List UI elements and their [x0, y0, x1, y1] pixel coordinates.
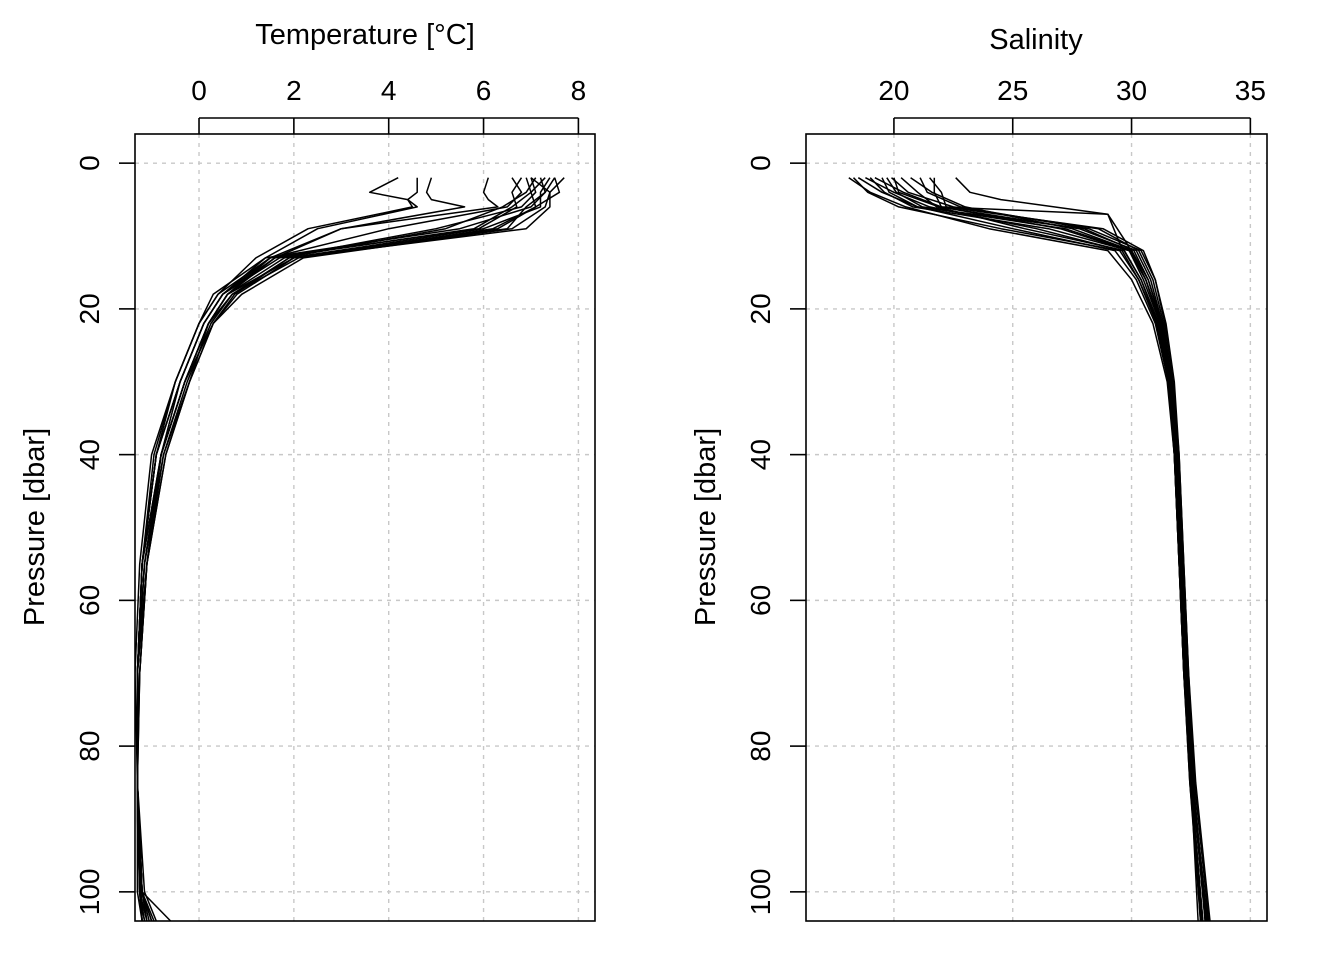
salinity-y-tick-label: 80 — [745, 731, 776, 762]
salinity-plot-frame — [805, 133, 1268, 922]
temperature-y-tick-label: 20 — [74, 293, 105, 324]
salinity-y-tick-label: 60 — [745, 585, 776, 616]
temperature-profile-line — [136, 177, 556, 921]
salinity-y-tick-label: 40 — [745, 439, 776, 470]
salinity-profile-line — [919, 177, 1210, 921]
temperature-panel: 0 2 4 6 8 0 20 40 60 80 100 Temperature [°C] Pres… — [19, 19, 596, 922]
salinity-profile-line — [886, 177, 1209, 921]
salinity-profile-line — [910, 177, 1209, 921]
temperature-x-axis: 0 2 4 6 8 — [191, 75, 586, 134]
salinity-profile-line — [929, 177, 1211, 921]
salinity-profiles — [848, 177, 1211, 921]
salinity-x-tick-label: 20 — [878, 75, 909, 106]
salinity-y-axis-title: Pressure [dbar] — [690, 428, 722, 626]
salinity-profile-line — [865, 177, 1204, 921]
salinity-y-tick-label: 100 — [745, 868, 776, 915]
temperature-x-tick-label: 2 — [286, 75, 302, 106]
temperature-y-tick-label: 0 — [74, 155, 105, 171]
salinity-x-axis-title: Salinity — [989, 24, 1083, 56]
temperature-x-tick-label: 6 — [476, 75, 492, 106]
temperature-x-tick-label: 8 — [571, 75, 587, 106]
temperature-profile-line — [136, 177, 523, 921]
temperature-profile-line — [136, 177, 418, 921]
temperature-profile-line — [136, 177, 537, 921]
salinity-y-tick-label: 20 — [745, 293, 776, 324]
temperature-profile-line — [136, 177, 537, 921]
salinity-profile-line — [869, 177, 1204, 921]
temperature-profile-line — [136, 177, 499, 921]
salinity-x-axis: 20 25 30 35 — [878, 75, 1266, 134]
temperature-y-axis-title: Pressure [dbar] — [19, 428, 51, 626]
salinity-x-tick-label: 30 — [1116, 75, 1147, 106]
temperature-profile-line — [136, 177, 418, 921]
salinity-y-tick-label: 0 — [745, 155, 776, 171]
salinity-x-tick-label: 25 — [997, 75, 1028, 106]
salinity-y-axis: 0 20 40 60 80 100 — [745, 155, 806, 915]
temperature-y-tick-label: 60 — [74, 585, 105, 616]
salinity-profile-line — [900, 177, 1209, 921]
temperature-profiles — [135, 177, 565, 921]
temperature-x-tick-label: 4 — [381, 75, 397, 106]
temperature-plot-frame — [134, 133, 596, 922]
temperature-grid — [135, 134, 595, 921]
salinity-profile-line — [933, 177, 1199, 921]
salinity-profile-line — [852, 177, 1203, 921]
temperature-profile-line — [136, 177, 561, 921]
temperature-profile-line — [136, 177, 565, 921]
temperature-y-tick-label: 80 — [74, 731, 105, 762]
salinity-profile-line — [891, 177, 1208, 921]
temperature-y-tick-label: 100 — [74, 868, 105, 915]
salinity-profile-line — [955, 177, 1202, 921]
temperature-profile-line — [136, 177, 532, 921]
temperature-x-axis-title: Temperature [°C] — [255, 19, 475, 51]
salinity-panel: 20 25 30 35 0 20 40 60 80 100 Salinity Pressure … — [690, 24, 1268, 922]
temperature-y-axis: 0 20 40 60 80 100 — [74, 155, 135, 915]
salinity-profile-line — [893, 177, 1206, 921]
temperature-profile-line — [136, 177, 466, 921]
temperature-x-tick-label: 0 — [191, 75, 207, 106]
salinity-x-tick-label: 35 — [1235, 75, 1266, 106]
temperature-profile-line — [136, 177, 523, 921]
temperature-y-tick-label: 40 — [74, 439, 105, 470]
